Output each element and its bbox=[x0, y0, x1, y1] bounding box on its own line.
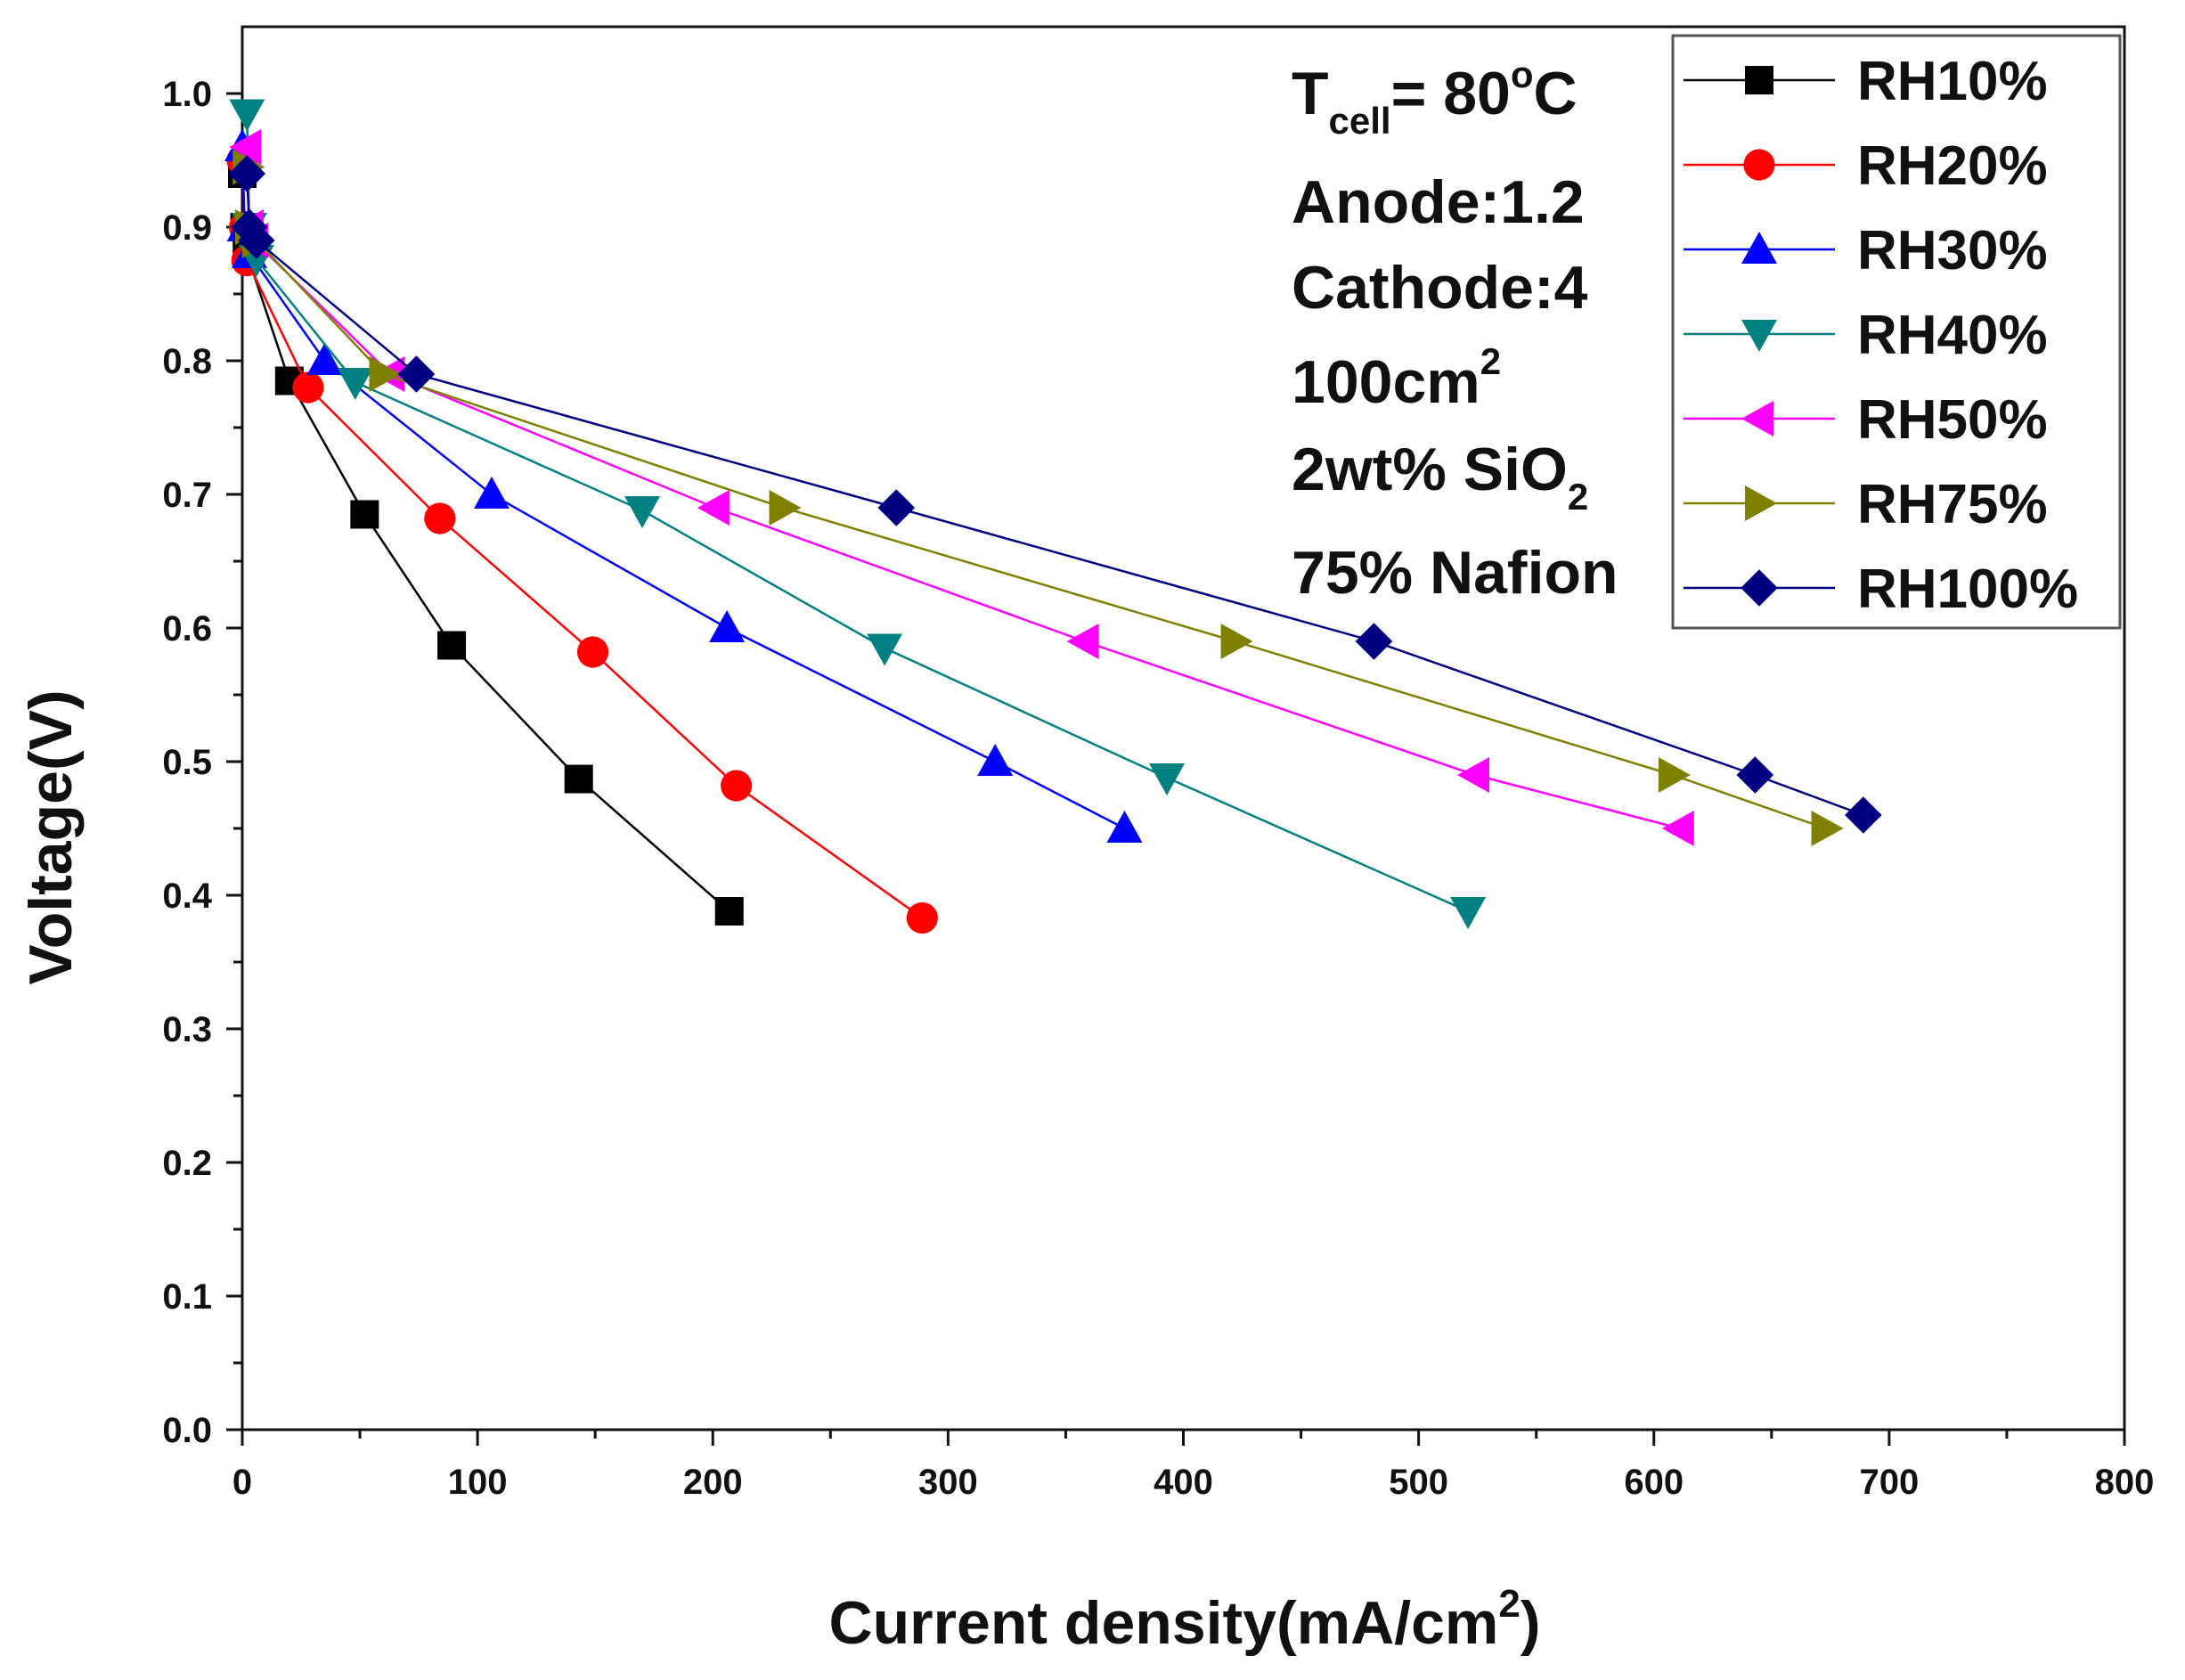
x-tick-label: 700 bbox=[1860, 1463, 1920, 1502]
x-tick-label: 400 bbox=[1154, 1463, 1213, 1502]
x-tick-label: 300 bbox=[918, 1463, 978, 1502]
annotation-nafion: 75% Nafion bbox=[1292, 539, 1618, 607]
legend-label: RH75% bbox=[1857, 474, 2048, 535]
legend-box bbox=[1671, 34, 2122, 630]
annotation-cathode: Cathode:4 bbox=[1292, 254, 1588, 322]
data-series bbox=[224, 99, 1882, 934]
data-point bbox=[306, 343, 343, 375]
annotation-anode: Anode:1.2 bbox=[1292, 168, 1585, 236]
x-tick-label: 600 bbox=[1624, 1463, 1684, 1502]
y-tick-label: 1.0 bbox=[162, 75, 212, 114]
x-tick-label: 800 bbox=[2095, 1463, 2155, 1502]
annotation-block: Tcell= 80oC Anode:1.2 Cathode:4 100cm2 2… bbox=[1292, 53, 1618, 607]
legend-label: RH50% bbox=[1857, 389, 2048, 451]
legend-label: RH10% bbox=[1857, 51, 2048, 112]
data-point bbox=[1450, 897, 1487, 929]
data-point bbox=[238, 222, 275, 259]
legend-marker bbox=[1743, 149, 1775, 181]
legend-marker bbox=[1741, 232, 1777, 264]
legend-entry: RH10% bbox=[1684, 51, 2048, 112]
legend-label: RH20% bbox=[1857, 135, 2048, 197]
data-point bbox=[1066, 624, 1099, 659]
data-point bbox=[769, 490, 802, 526]
data-point bbox=[624, 496, 661, 528]
legend-marker bbox=[1741, 401, 1773, 436]
data-point bbox=[1106, 811, 1143, 843]
data-point bbox=[1845, 796, 1882, 834]
data-point bbox=[337, 368, 373, 400]
data-point bbox=[906, 901, 938, 934]
data-point bbox=[1457, 757, 1490, 793]
data-point bbox=[397, 355, 436, 393]
legend: RH10% RH20% RH30% RH40% RH50% RH75% RH100% bbox=[1671, 34, 2122, 630]
x-tick-label: 500 bbox=[1389, 1463, 1448, 1502]
data-point bbox=[1658, 757, 1691, 793]
data-point bbox=[229, 99, 265, 132]
data-point bbox=[721, 770, 753, 802]
legend-entry: RH100% bbox=[1684, 559, 2078, 620]
legend-entry: RH40% bbox=[1684, 305, 2048, 366]
legend-entry: RH50% bbox=[1684, 389, 2048, 451]
legend-label: RH100% bbox=[1857, 559, 2078, 620]
data-point bbox=[1220, 624, 1253, 659]
y-tick-label: 0.9 bbox=[162, 208, 212, 248]
data-point bbox=[714, 897, 744, 926]
axis-ticks: 0 100 200 300 400 500 600 700 800 0.0 0.1 0.2 0.3 0.4… bbox=[162, 75, 2155, 1502]
data-point bbox=[709, 610, 746, 642]
data-point bbox=[437, 631, 467, 660]
data-point bbox=[1736, 756, 1774, 794]
x-tick-label: 200 bbox=[683, 1463, 743, 1502]
x-axis-title: Current density(mA/cm2) bbox=[828, 1582, 1540, 1657]
y-axis-title: Voltage(V) bbox=[17, 689, 85, 984]
data-point bbox=[1811, 811, 1844, 846]
legend-marker bbox=[1745, 485, 1777, 521]
data-point bbox=[228, 155, 266, 192]
data-point bbox=[424, 502, 456, 534]
legend-entry: RH30% bbox=[1684, 220, 2048, 281]
legend-entry: RH75% bbox=[1684, 474, 2048, 535]
x-tick-label: 100 bbox=[448, 1463, 508, 1502]
data-point bbox=[576, 636, 609, 668]
annotation-area: 100cm2 bbox=[1292, 340, 1501, 416]
data-point bbox=[350, 500, 379, 529]
data-point bbox=[867, 633, 903, 666]
legend-marker bbox=[1745, 66, 1773, 94]
y-tick-label: 0.6 bbox=[162, 609, 212, 648]
y-tick-label: 0.4 bbox=[162, 877, 212, 916]
data-point bbox=[369, 356, 402, 392]
y-tick-label: 0.8 bbox=[162, 342, 212, 381]
legend-entry: RH20% bbox=[1684, 135, 2048, 197]
data-point bbox=[977, 744, 1014, 776]
data-point bbox=[697, 490, 730, 526]
data-point bbox=[564, 764, 593, 794]
data-point bbox=[1149, 763, 1186, 795]
y-tick-label: 0.3 bbox=[162, 1010, 212, 1049]
data-point bbox=[877, 489, 916, 526]
y-tick-label: 0.7 bbox=[162, 476, 212, 515]
y-tick-label: 0.0 bbox=[162, 1411, 212, 1450]
legend-label: RH40% bbox=[1857, 305, 2048, 366]
data-point bbox=[1355, 623, 1393, 660]
annotation-tcell: Tcell= 80oC bbox=[1292, 53, 1578, 142]
legend-marker bbox=[1741, 320, 1777, 352]
series-rh100pct bbox=[228, 155, 1882, 834]
y-tick-label: 0.5 bbox=[162, 743, 212, 782]
data-point bbox=[292, 371, 324, 404]
legend-marker bbox=[1741, 569, 1778, 607]
data-point bbox=[1661, 811, 1694, 846]
data-point bbox=[229, 129, 262, 165]
y-tick-label: 0.1 bbox=[162, 1277, 212, 1317]
y-tick-label: 0.2 bbox=[162, 1144, 212, 1183]
annotation-sio2: 2wt% SiO2 bbox=[1292, 436, 1588, 518]
data-point bbox=[473, 477, 510, 509]
x-tick-label: 0 bbox=[232, 1463, 252, 1502]
legend-label: RH30% bbox=[1857, 220, 2048, 281]
data-point bbox=[231, 208, 268, 246]
